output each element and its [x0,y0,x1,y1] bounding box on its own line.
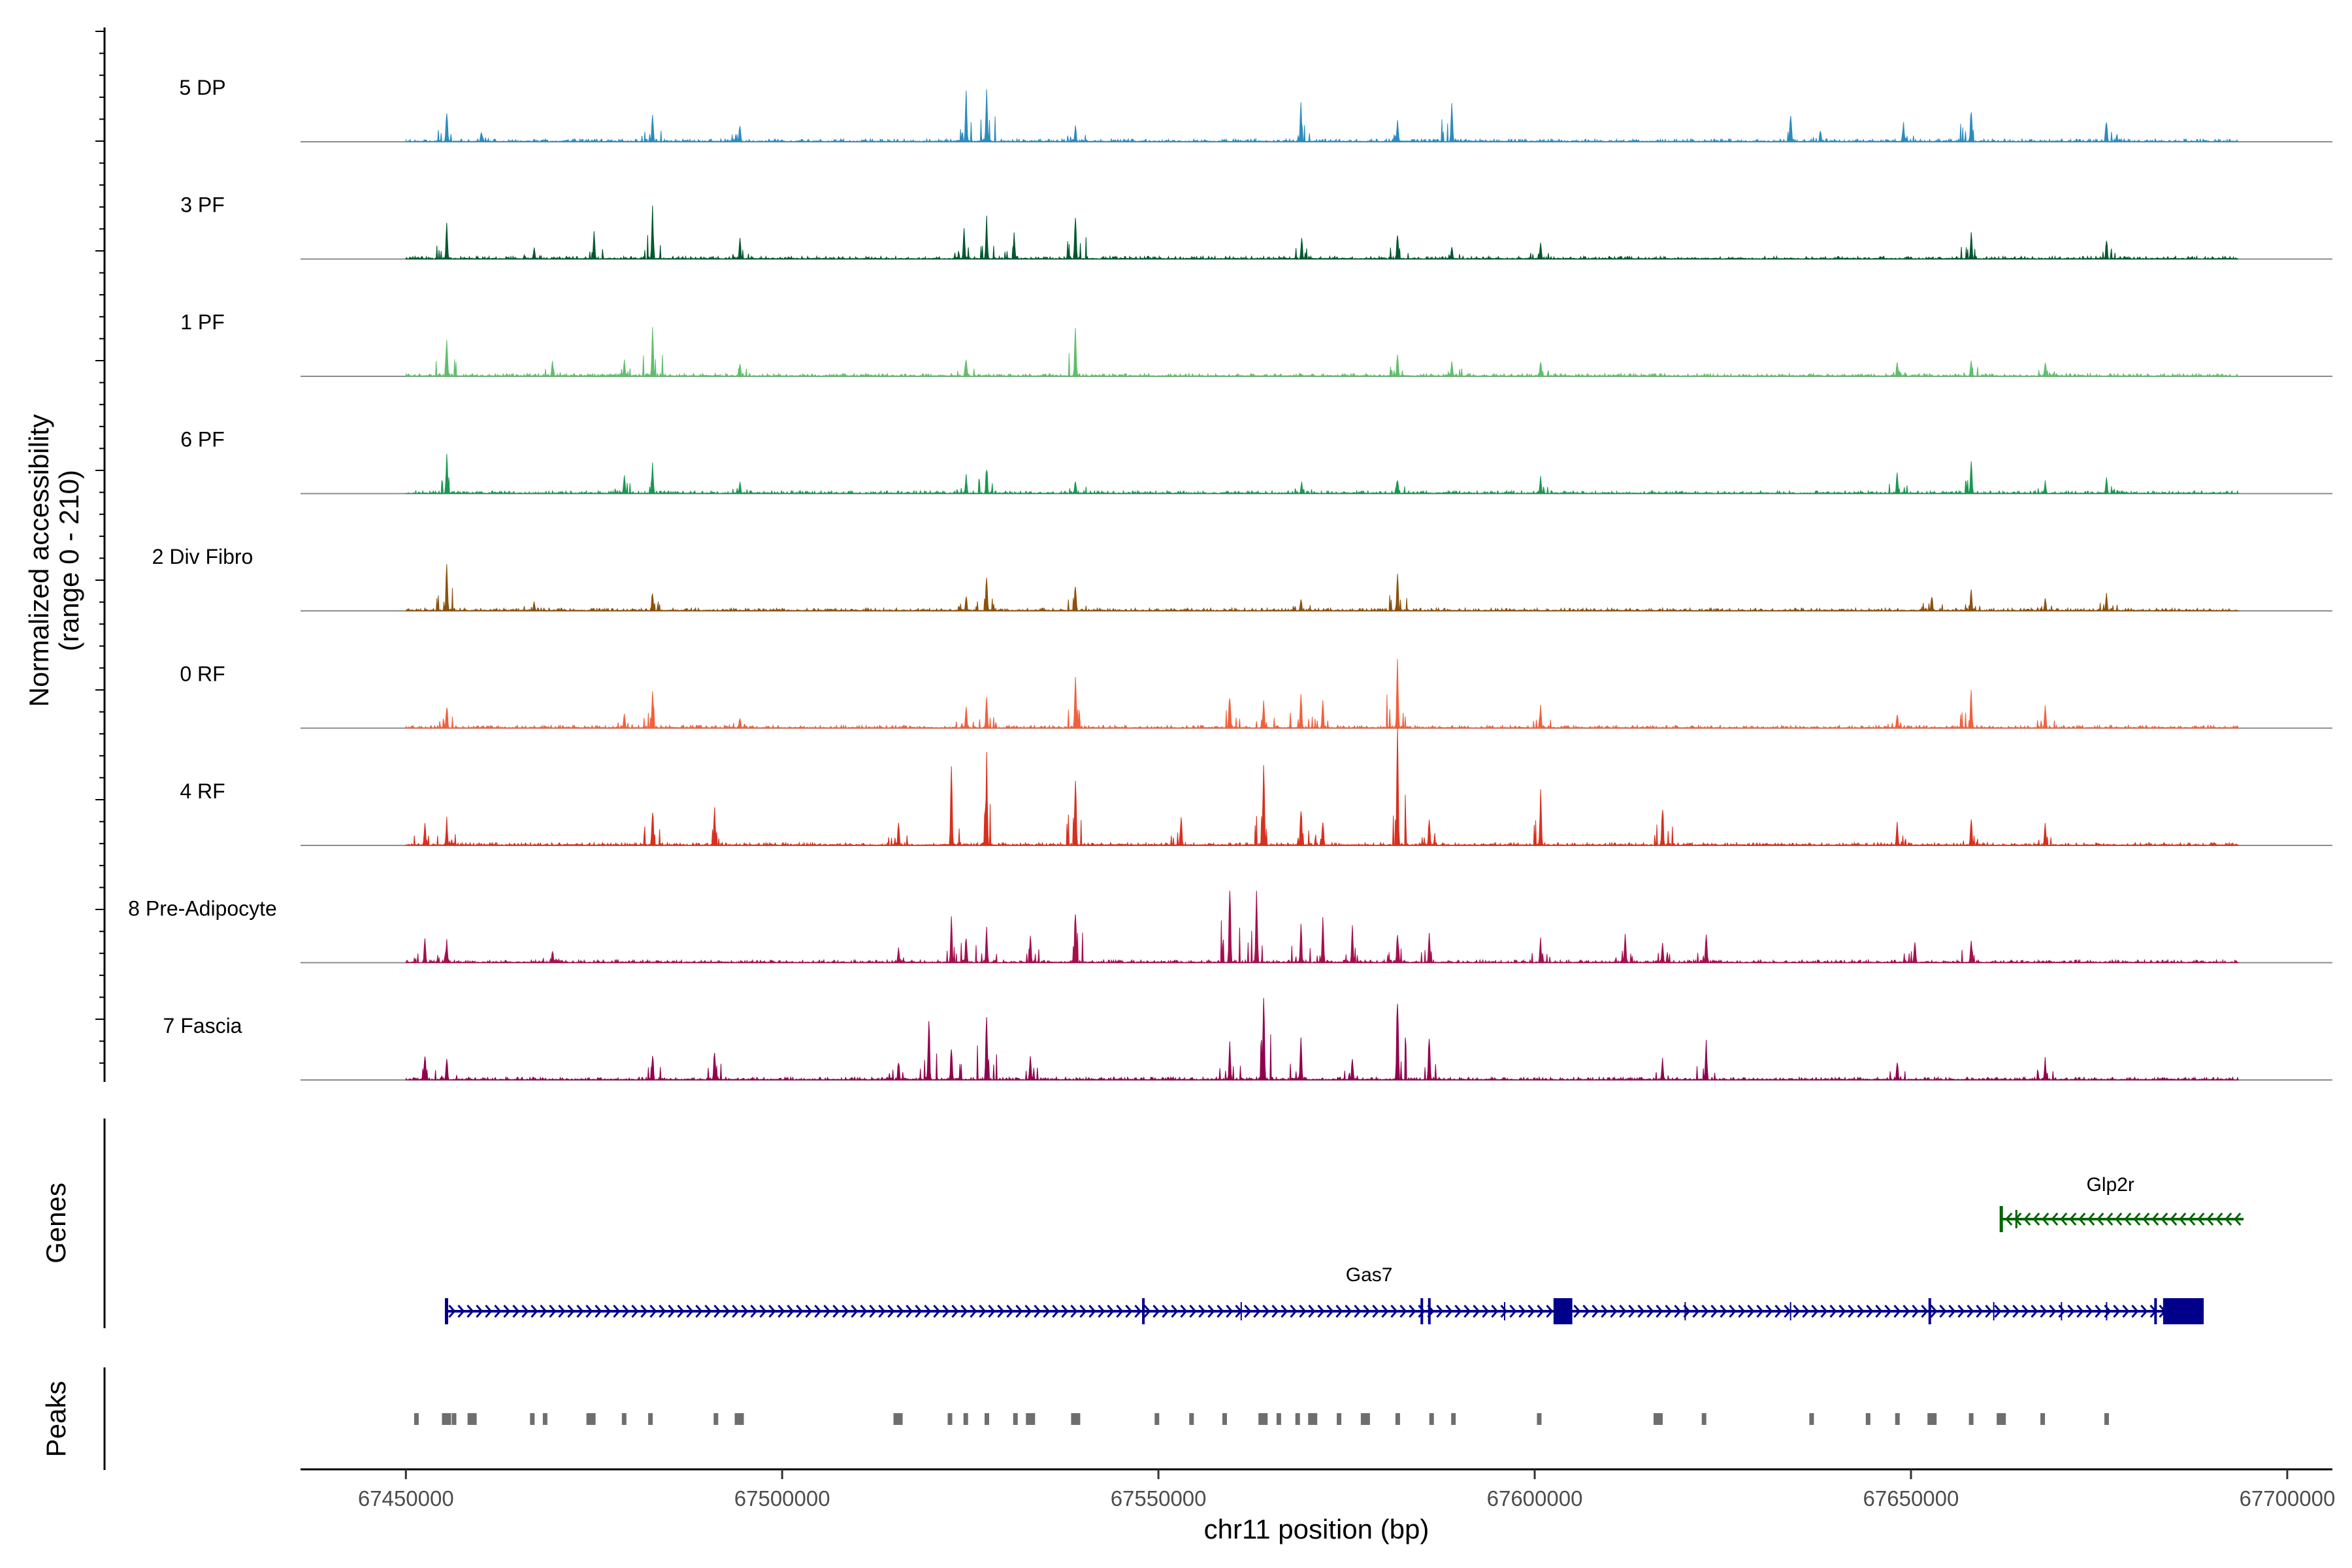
peak-mark [1968,1413,1974,1425]
track-5-dp: 5 DP [179,76,2332,143]
gene-exon-block [2163,1298,2204,1324]
x-tick-label: 67450000 [358,1486,454,1511]
track-label: 7 Fascia [163,1014,242,1037]
track-label: 3 PF [180,193,225,217]
peaks-label-group: Peaks [41,1381,71,1458]
track-4-rf: 4 RF [180,727,2332,847]
peak-mark [1026,1413,1036,1425]
peak-mark [2040,1413,2046,1425]
peak-mark [1258,1413,1268,1425]
peak-mark [893,1413,903,1425]
peak-mark [442,1413,451,1425]
coverage-area [405,998,2239,1081]
genes-track-label: Genes [41,1183,71,1264]
peak-mark [1395,1413,1400,1425]
track-7-fascia: 7 Fascia [163,998,2332,1081]
y-axis-title: Normalized accessibility [24,414,54,707]
peak-mark [1997,1413,2006,1425]
peak-mark [1537,1413,1542,1425]
track-label: 1 PF [180,310,225,334]
x-tick-label: 67550000 [1111,1486,1207,1511]
peak-mark [1360,1413,1370,1425]
peak-mark [648,1413,653,1425]
peak-mark [1189,1413,1194,1425]
peak-mark [713,1413,719,1425]
coverage-area [405,564,2240,612]
coverage-area [405,659,2239,730]
track-1-pf: 1 PF [180,310,2332,378]
x-tick-label: 67600000 [1487,1486,1583,1511]
gene-exon-block [1553,1298,1573,1324]
peak-mark [542,1413,547,1425]
peak-mark [1154,1413,1160,1425]
gene-gas7: Gas7 [444,1264,2204,1324]
track-3-pf: 3 PF [180,193,2332,261]
peak-mark [451,1413,457,1425]
track-label: 4 RF [180,779,225,803]
peak-mark [947,1413,953,1425]
x-axis-ticks: 67450000 67500000 67550000 67600000 67650000… [358,1469,2335,1511]
track-label: 0 RF [180,662,225,686]
peak-mark [467,1413,477,1425]
coverage-y-axis-ticks [95,31,105,1064]
peak-mark [1071,1413,1081,1425]
peak-mark [1895,1413,1900,1425]
peak-mark [1653,1413,1663,1425]
peak-mark [1276,1413,1281,1425]
coverage-area [405,890,2240,964]
peaks-track [414,1413,2109,1425]
gene-strand-arrows [448,1305,2194,1318]
peak-mark [963,1413,968,1425]
peaks-track-label: Peaks [41,1381,71,1458]
y-axis-range-label: (range 0 - 210) [54,470,84,651]
peak-mark [1308,1413,1318,1425]
genes-label-group: Genes [41,1183,71,1264]
coverage-area [405,327,2240,378]
coverage-area [405,727,2240,847]
peak-mark [1927,1413,1937,1425]
peak-mark [1451,1413,1456,1425]
peak-mark [621,1413,627,1425]
track-label: 6 PF [180,428,225,451]
track-label: 5 DP [179,76,225,99]
peak-mark [1809,1413,1814,1425]
peak-mark [734,1413,744,1425]
coverage-tracks: 5 DP 3 PF 1 PF 6 PF 2 Div Fibro 0 RF 4 RF 8 Pre… [128,76,2332,1081]
x-axis-title: chr11 position (bp) [1204,1514,1429,1544]
peak-mark [1701,1413,1707,1425]
track-label: 8 Pre-Adipocyte [128,897,277,921]
x-tick-label: 67650000 [1863,1486,1959,1511]
gene-label: Gas7 [1346,1264,1393,1286]
peak-mark [1222,1413,1227,1425]
peak-mark [414,1413,419,1425]
peak-mark [586,1413,596,1425]
peak-mark [1429,1413,1434,1425]
coverage-area [405,453,2239,495]
x-tick-label: 67500000 [734,1486,830,1511]
track-6-pf: 6 PF [180,428,2332,495]
peak-mark [984,1413,989,1425]
genes-track: Gas7 Glp2r [444,1174,2244,1324]
peak-mark [1337,1413,1342,1425]
x-tick-label: 67700000 [2239,1486,2335,1511]
y-axis-title-group: Normalized accessibility (range 0 - 210) [24,414,84,707]
peak-mark [530,1413,535,1425]
gene-strand-arrows [2005,1213,2242,1226]
track-2-div-fibro: 2 Div Fibro [152,545,2332,612]
gene-glp2r: Glp2r [1999,1174,2244,1232]
peak-mark [1295,1413,1300,1425]
coverage-area [405,89,2239,143]
track-label: 2 Div Fibro [152,545,253,568]
track-0-rf: 0 RF [180,659,2332,730]
track-8-pre-adipocyte: 8 Pre-Adipocyte [128,890,2332,964]
gene-label: Glp2r [2087,1174,2134,1196]
peak-mark [1865,1413,1870,1425]
peak-mark [1013,1413,1018,1425]
peak-mark [2104,1413,2109,1425]
coverage-area [405,205,2239,261]
